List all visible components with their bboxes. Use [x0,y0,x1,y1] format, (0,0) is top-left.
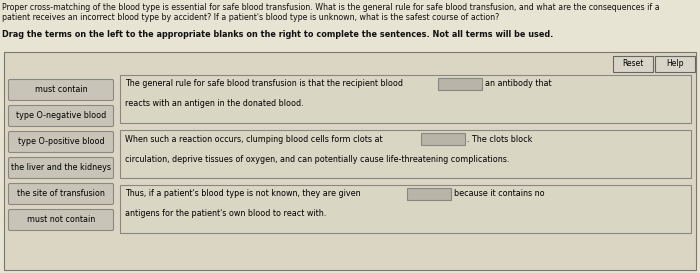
FancyBboxPatch shape [4,52,696,270]
Text: . The clots block: . The clots block [467,135,533,144]
Text: an antibody that: an antibody that [485,79,552,88]
Text: patient receives an incorrect blood type by accident? If a patient's blood type : patient receives an incorrect blood type… [2,13,499,22]
FancyBboxPatch shape [8,79,113,100]
Text: circulation, deprive tissues of oxygen, and can potentially cause life-threateni: circulation, deprive tissues of oxygen, … [125,155,510,164]
Text: the liver and the kidneys: the liver and the kidneys [11,164,111,173]
Text: the site of transfusion: the site of transfusion [17,189,105,198]
FancyBboxPatch shape [613,56,653,72]
Text: Thus, if a patient's blood type is not known, they are given: Thus, if a patient's blood type is not k… [125,189,360,198]
FancyBboxPatch shape [421,133,465,145]
Text: reacts with an antigen in the donated blood.: reacts with an antigen in the donated bl… [125,99,304,108]
Text: The general rule for safe blood transfusion is that the recipient blood: The general rule for safe blood transfus… [125,79,403,88]
Text: because it contains no: because it contains no [454,189,545,198]
Text: Drag the terms on the left to the appropriate blanks on the right to complete th: Drag the terms on the left to the approp… [2,30,553,39]
Text: antigens for the patient's own blood to react with.: antigens for the patient's own blood to … [125,209,326,218]
Text: must not contain: must not contain [27,215,95,224]
FancyBboxPatch shape [120,75,691,123]
FancyBboxPatch shape [655,56,695,72]
FancyBboxPatch shape [120,185,691,233]
FancyBboxPatch shape [407,188,451,200]
FancyBboxPatch shape [8,158,113,179]
Text: type O-positive blood: type O-positive blood [18,138,104,147]
FancyBboxPatch shape [8,132,113,153]
Text: type O-negative blood: type O-negative blood [16,111,106,120]
Text: must contain: must contain [35,85,88,94]
Text: Proper cross-matching of the blood type is essential for safe blood transfusion.: Proper cross-matching of the blood type … [2,3,659,12]
Text: When such a reaction occurs, clumping blood cells form clots at: When such a reaction occurs, clumping bl… [125,135,383,144]
FancyBboxPatch shape [8,209,113,230]
Text: Help: Help [666,60,684,69]
FancyBboxPatch shape [8,183,113,204]
FancyBboxPatch shape [120,130,691,178]
FancyBboxPatch shape [438,78,482,90]
Text: Reset: Reset [622,60,644,69]
FancyBboxPatch shape [8,105,113,126]
